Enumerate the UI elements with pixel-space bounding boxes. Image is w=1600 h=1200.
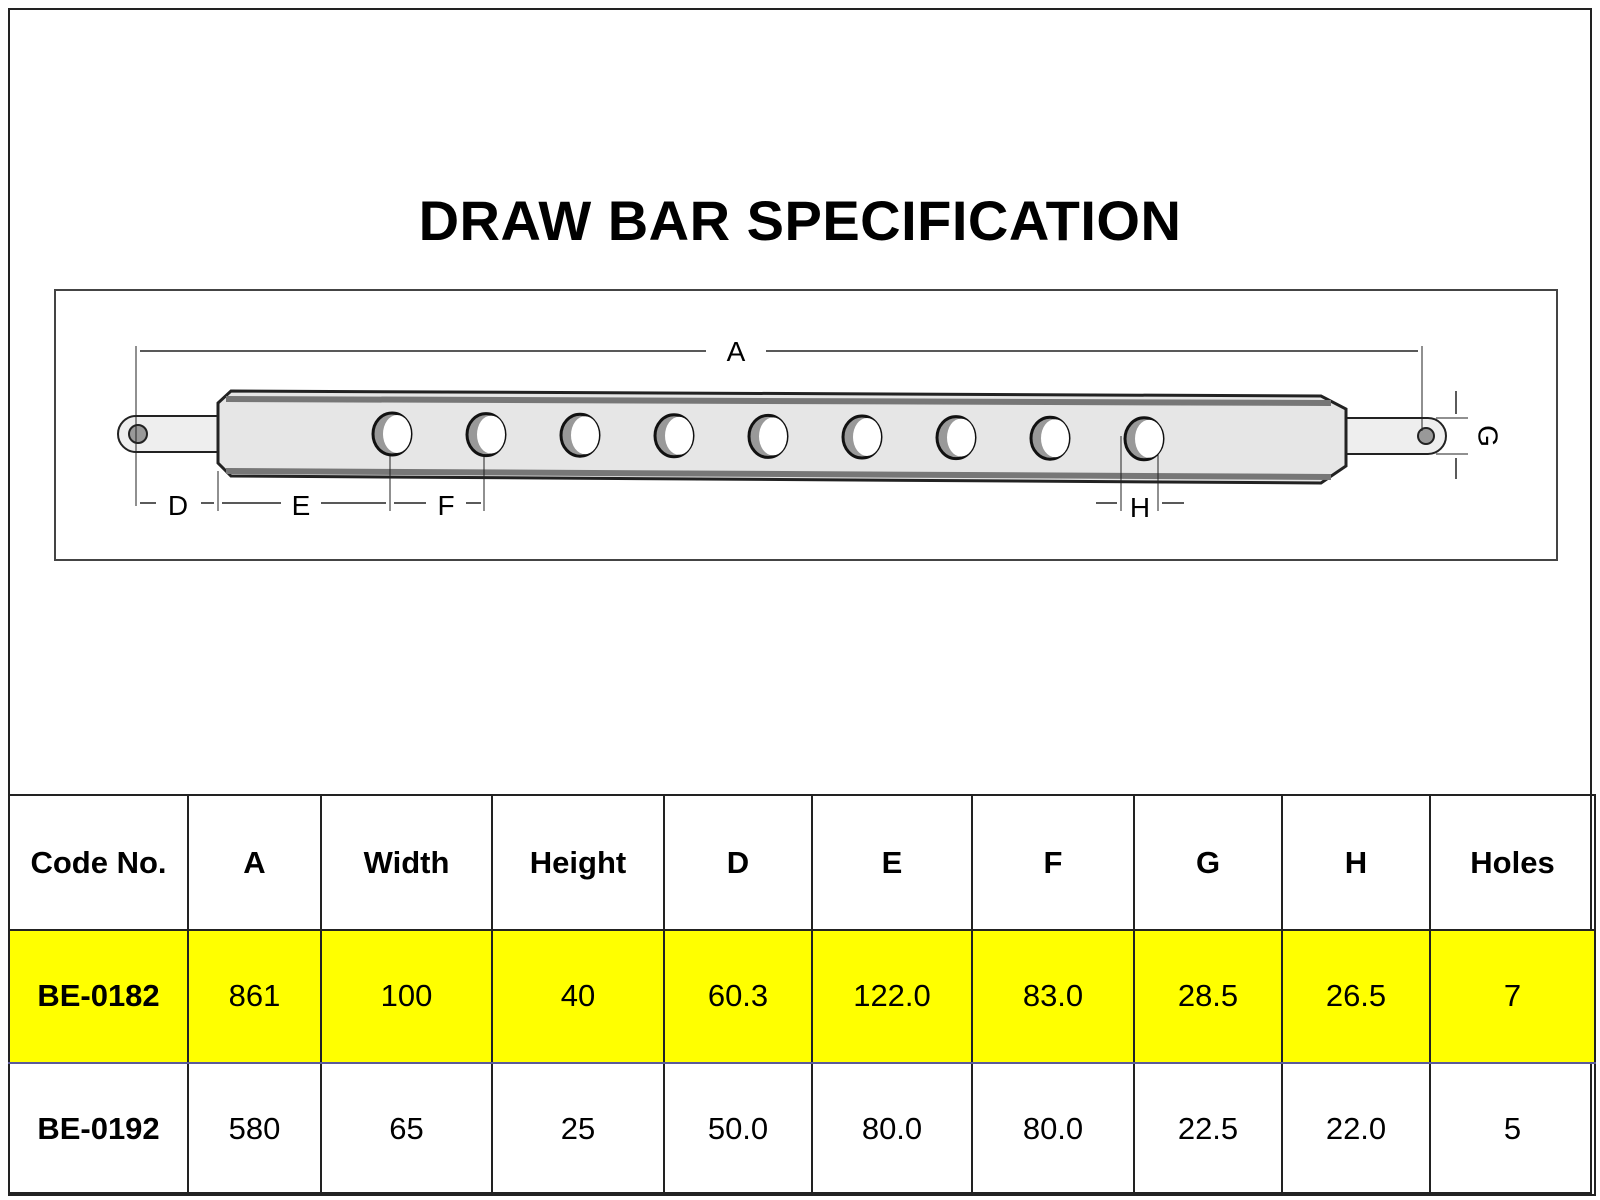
value-cell: 83.0 <box>971 929 1135 1064</box>
value-cell: 580 <box>187 1061 322 1196</box>
dimension-label-e: E <box>292 490 311 521</box>
value-cell: 80.0 <box>811 1061 973 1196</box>
hole-inner <box>665 416 693 455</box>
column-header: Code No. <box>8 794 189 931</box>
page-title: DRAW BAR SPECIFICATION <box>418 189 1182 252</box>
column-header: Height <box>491 794 665 931</box>
draw-bar-diagram: A D E F H G <box>54 289 1558 561</box>
value-cell: 60.3 <box>663 929 813 1064</box>
value-cell: 22.5 <box>1133 1061 1283 1196</box>
value-cell: 100 <box>320 929 493 1064</box>
column-header: F <box>971 794 1135 931</box>
code-cell: BE-0182 <box>8 929 189 1064</box>
value-cell: 40 <box>491 929 665 1064</box>
column-header: G <box>1133 794 1283 931</box>
hole-inner <box>1041 419 1069 458</box>
spec-table: Code No. A Width Height D E F G H Holes BE-0182 86… <box>8 794 1596 1196</box>
value-cell: 26.5 <box>1281 929 1431 1064</box>
value-cell: 28.5 <box>1133 929 1283 1064</box>
value-cell: 861 <box>187 929 322 1064</box>
dimension-label-f: F <box>437 490 454 521</box>
dimension-label-a: A <box>727 336 746 367</box>
value-cell: 65 <box>320 1061 493 1196</box>
hole-inner <box>383 415 411 453</box>
table-header-row: Code No. A Width Height D E F G H Holes <box>8 794 1596 931</box>
table-row: BE-0192 580 65 25 50.0 80.0 80.0 22.5 22.0 5 <box>8 1061 1596 1196</box>
value-cell: 25 <box>491 1061 665 1196</box>
dimension-label-d: D <box>168 490 188 521</box>
draw-bar-drawing: A D E F H G <box>117 336 1504 523</box>
hole-inner <box>759 417 787 456</box>
value-cell: 122.0 <box>811 929 973 1064</box>
column-header: E <box>811 794 973 931</box>
dimension-label-h: H <box>1130 492 1150 523</box>
hole-inner <box>571 416 599 455</box>
hole-inner <box>853 418 881 456</box>
value-cell: 5 <box>1429 1061 1596 1196</box>
value-cell: 50.0 <box>663 1061 813 1196</box>
column-header: H <box>1281 794 1431 931</box>
column-header: A <box>187 794 322 931</box>
hole-inner <box>947 418 975 457</box>
table-row: BE-0182 861 100 40 60.3 122.0 83.0 28.5 26.5 7 <box>8 929 1596 1064</box>
column-header: Width <box>320 794 493 931</box>
column-header: D <box>663 794 813 931</box>
value-cell: 22.0 <box>1281 1061 1431 1196</box>
dimension-label-g: G <box>1473 425 1504 447</box>
value-cell: 7 <box>1429 929 1596 1064</box>
hole-inner <box>1135 419 1163 458</box>
hole-inner <box>477 415 505 454</box>
column-header: Holes <box>1429 794 1596 931</box>
value-cell: 80.0 <box>971 1061 1135 1196</box>
code-cell: BE-0192 <box>8 1061 189 1196</box>
